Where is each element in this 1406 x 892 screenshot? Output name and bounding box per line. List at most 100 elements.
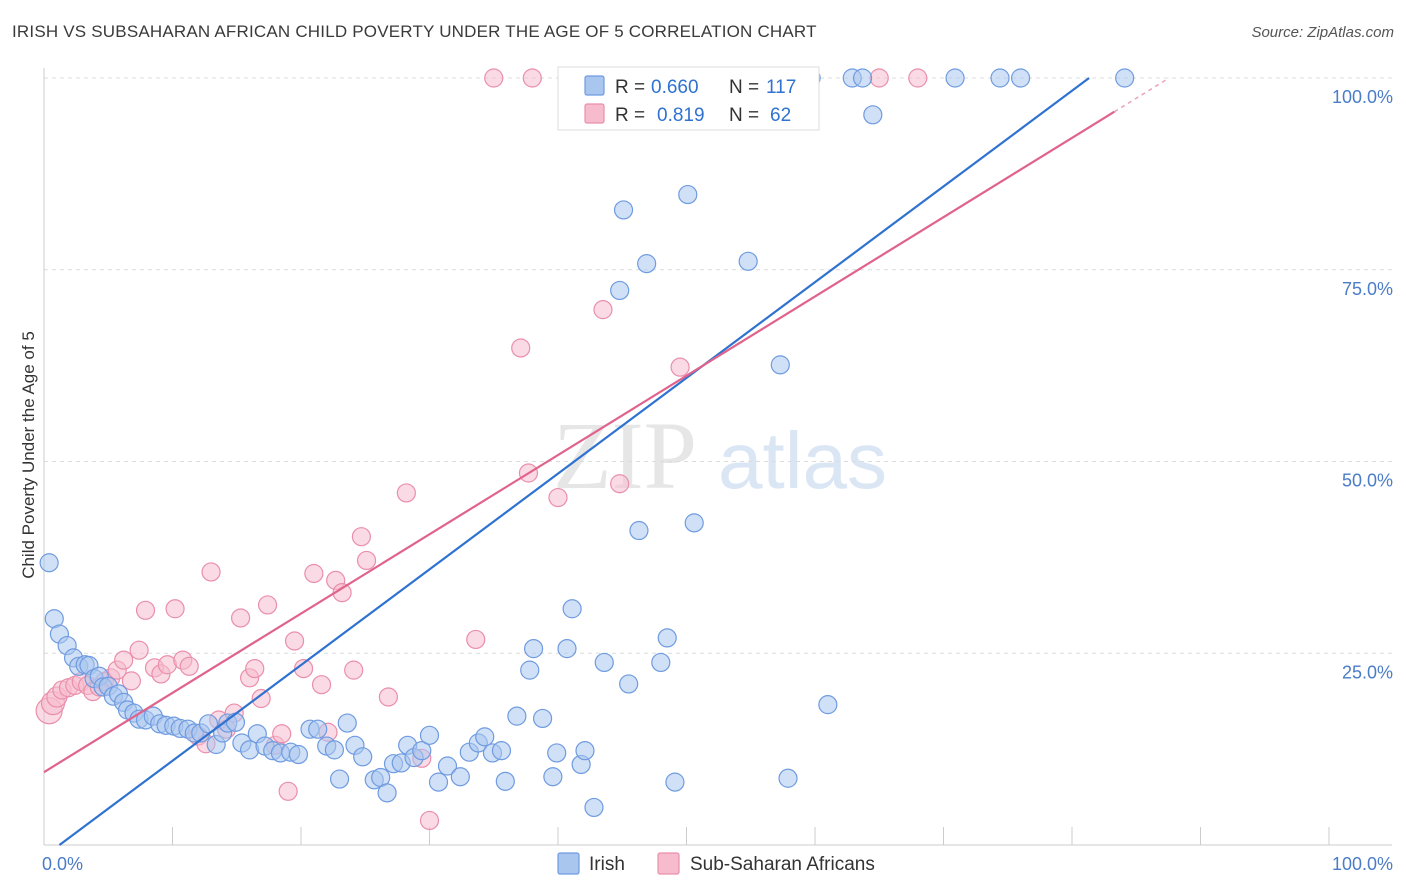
ssa-point xyxy=(548,487,568,508)
x-tick-labels: 0.0% 100.0% xyxy=(42,854,1393,874)
ssa-n-label: N = xyxy=(729,105,759,126)
watermark: ZIP atlas xyxy=(553,402,887,509)
ssa-point xyxy=(311,675,332,695)
irish-point xyxy=(547,743,567,763)
x-tick-label: 100.0% xyxy=(1332,854,1393,874)
irish-point xyxy=(945,68,965,88)
irish-point xyxy=(818,695,838,715)
irish-n-value: 117 xyxy=(766,77,796,98)
ssa-swatch-icon xyxy=(584,103,605,124)
irish-point xyxy=(353,747,373,767)
irish-point xyxy=(684,513,704,533)
watermark-zip: ZIP xyxy=(553,402,697,509)
watermark-atlas: atlas xyxy=(718,416,887,505)
irish-point xyxy=(329,769,350,789)
irish-r-label: R = xyxy=(615,77,645,98)
irish-point xyxy=(507,706,527,726)
irish-r-value: 0.660 xyxy=(651,77,699,98)
irish-point xyxy=(412,741,432,761)
ssa-trend-line xyxy=(43,110,1115,774)
irish-point xyxy=(324,740,345,760)
legend-ssa-swatch-icon xyxy=(657,852,680,875)
ssa-point xyxy=(135,600,156,620)
irish-point xyxy=(594,652,614,673)
ssa-point xyxy=(356,550,377,571)
irish-point xyxy=(562,599,582,619)
irish-point xyxy=(863,105,883,125)
irish-point xyxy=(491,741,512,761)
series-legend: Irish Sub-Saharan Africans xyxy=(557,852,875,875)
ssa-point xyxy=(278,781,298,801)
irish-point xyxy=(610,280,630,301)
irish-point xyxy=(651,652,671,673)
irish-point xyxy=(678,184,698,205)
ssa-point xyxy=(251,688,271,709)
irish-point xyxy=(495,771,515,791)
irish-point xyxy=(39,553,59,573)
ssa-point xyxy=(245,658,265,679)
grid-lines xyxy=(44,77,1392,654)
ssa-point xyxy=(378,687,398,707)
irish-point xyxy=(584,797,604,818)
irish-point xyxy=(428,772,449,792)
y-tick-label: 100.0% xyxy=(1332,87,1393,107)
irish-point xyxy=(437,756,458,776)
ssa-point xyxy=(165,599,185,619)
irish-point xyxy=(225,712,246,732)
irish-point xyxy=(852,68,873,88)
irish-point xyxy=(450,767,470,787)
irish-point xyxy=(543,767,563,787)
irish-point xyxy=(419,725,440,745)
ssa-point xyxy=(396,483,416,503)
ssa-point xyxy=(304,563,324,584)
irish-point xyxy=(520,660,540,680)
ssa-n-value: 62 xyxy=(770,105,791,126)
irish-point xyxy=(475,727,495,747)
irish-point xyxy=(575,741,595,761)
ssa-point xyxy=(284,631,305,651)
irish-point xyxy=(778,768,798,788)
irish-point xyxy=(1115,68,1135,88)
ssa-point xyxy=(272,724,292,744)
trend-lines xyxy=(43,77,1170,846)
stats-legend: R = 0.660 N = 117 R = 0.819 N = 62 xyxy=(557,66,820,131)
irish-point xyxy=(1010,68,1031,88)
x-tick-label: 0.0% xyxy=(42,854,83,874)
ssa-point xyxy=(179,656,199,676)
ssa-trend-extension xyxy=(1114,77,1170,113)
irish-point xyxy=(377,783,397,803)
ssa-point xyxy=(869,68,889,88)
irish-point xyxy=(532,708,553,729)
ssa-point xyxy=(121,671,141,691)
ssa-point xyxy=(201,562,221,582)
ssa-point xyxy=(114,650,134,670)
irish-point xyxy=(613,200,634,220)
ssa-point xyxy=(344,660,364,680)
irish-swatch-icon xyxy=(584,75,605,96)
irish-point xyxy=(619,674,639,694)
y-tick-label: 25.0% xyxy=(1342,662,1393,682)
irish-point xyxy=(637,254,657,274)
irish-point xyxy=(337,713,357,733)
irish-n-label: N = xyxy=(729,77,759,98)
legend-irish-swatch-icon xyxy=(557,852,580,875)
irish-point xyxy=(629,520,649,541)
source-credit: Source: ZipAtlas.com xyxy=(1251,24,1394,41)
irish-trend-line xyxy=(58,77,1090,846)
ssa-point xyxy=(670,357,690,377)
ssa-point xyxy=(610,474,630,494)
ssa-point xyxy=(511,338,531,358)
y-tick-label: 50.0% xyxy=(1342,471,1393,491)
irish-point xyxy=(770,355,790,375)
ssa-point xyxy=(522,68,542,88)
irish-point xyxy=(665,772,685,792)
irish-point xyxy=(557,639,577,659)
ssa-point xyxy=(129,640,149,660)
irish-point xyxy=(308,719,328,739)
y-tick-label: 75.0% xyxy=(1342,279,1393,299)
ssa-point xyxy=(231,608,251,628)
ssa-point xyxy=(351,527,371,547)
ssa-point xyxy=(257,595,278,615)
y-axis-label: Child Poverty Under the Age of 5 xyxy=(19,331,38,579)
